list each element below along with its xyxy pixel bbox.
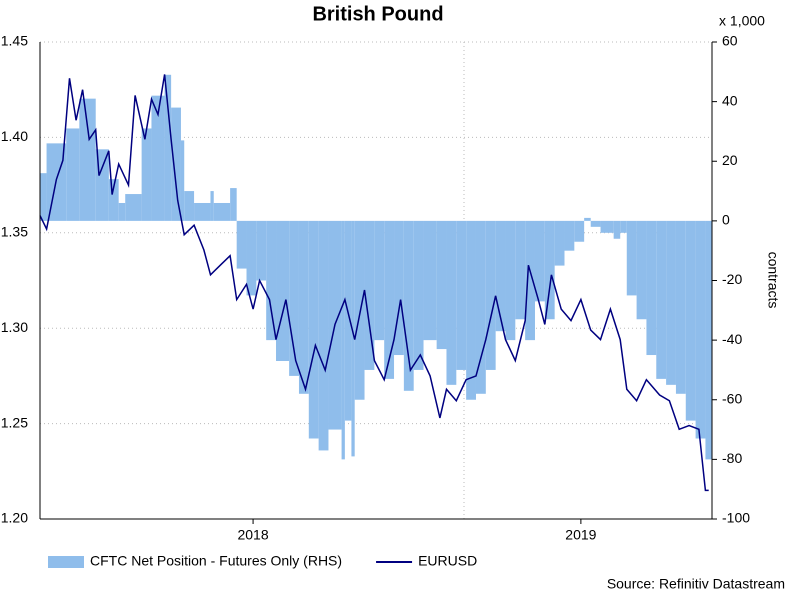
area-step [456, 220, 467, 370]
y2-tick-label: 40 [722, 92, 738, 108]
line [39, 74, 709, 492]
area-step [318, 220, 329, 451]
legend-swatch [48, 556, 84, 568]
y-tick-label: 1.40 [1, 128, 28, 144]
legend-label: EURUSD [418, 553, 477, 569]
area-step [475, 220, 486, 394]
area-step [613, 220, 621, 239]
y2-tick-label: -100 [722, 510, 750, 526]
y-tick-label: 1.35 [1, 224, 28, 240]
y2-tick-label: -40 [722, 331, 742, 347]
area-step [256, 220, 267, 281]
area-step [646, 220, 657, 356]
area-step [79, 98, 96, 221]
area-step [495, 220, 506, 332]
area-step [636, 220, 647, 320]
x-tick-label: 2019 [565, 527, 596, 543]
y-tick-label: 1.45 [1, 33, 28, 49]
area-step [151, 95, 165, 221]
area-step [125, 194, 142, 221]
area-step [246, 220, 257, 296]
area-step [544, 220, 555, 320]
area-step [40, 173, 47, 221]
y2-axis-label: contracts [765, 252, 781, 309]
area-step [626, 220, 637, 296]
area-step [675, 220, 686, 394]
area-step [344, 220, 352, 421]
area-step [656, 220, 667, 379]
y2-tick-label: 60 [722, 33, 738, 49]
area-step [413, 220, 424, 370]
area-step [590, 220, 601, 227]
area-step [289, 220, 299, 376]
area-step [384, 220, 395, 379]
area-step [194, 202, 211, 221]
legend-label: CFTC Net Position - Futures Only (RHS) [90, 553, 342, 569]
area-step [276, 220, 290, 361]
area-step [230, 188, 237, 221]
y-tick-label: 1.25 [1, 414, 28, 430]
area-step [364, 220, 375, 370]
area-step [695, 220, 706, 439]
y2-tick-label: 20 [722, 152, 738, 168]
y2-tick-label: -20 [722, 271, 742, 287]
area-step [184, 191, 195, 221]
area-step [554, 220, 565, 266]
y2-tick-label: -60 [722, 390, 742, 406]
area-step [505, 220, 516, 341]
y2-tick-label: 0 [722, 212, 730, 228]
area-step [705, 220, 712, 460]
area-step [141, 128, 152, 221]
area-step [394, 220, 404, 356]
area-step [180, 140, 185, 221]
area-step [574, 220, 585, 242]
y2-tick-label: -80 [722, 450, 742, 466]
area-step [534, 220, 545, 302]
area-step [266, 220, 277, 341]
chart-title: British Pound [312, 3, 443, 25]
area-step [466, 220, 476, 400]
area-step [171, 107, 181, 221]
area-step [685, 220, 696, 421]
area-step [118, 202, 126, 221]
area-step [666, 220, 676, 385]
y2-unit-label: x 1,000 [719, 13, 765, 29]
area-step [423, 220, 437, 341]
area-step [600, 220, 614, 233]
area-step [446, 220, 457, 385]
area-step [164, 74, 172, 221]
y-tick-label: 1.20 [1, 510, 28, 526]
area-step [341, 220, 345, 460]
area-step [564, 220, 575, 251]
y-tick-label: 1.30 [1, 319, 28, 335]
area-step [403, 220, 414, 391]
area-step [298, 220, 309, 394]
area-step [485, 220, 496, 370]
area-step [236, 220, 247, 269]
area-step [66, 128, 80, 221]
area-step [584, 217, 591, 221]
area-step [351, 220, 355, 457]
x-tick-label: 2018 [237, 527, 268, 543]
area-step [308, 220, 319, 439]
area-step [213, 202, 231, 221]
area-step [354, 220, 365, 400]
area-step [374, 220, 385, 341]
area-step [210, 191, 214, 221]
source: Source: Refinitiv Datastream [607, 576, 785, 592]
area-step [515, 220, 526, 320]
area-step [436, 220, 447, 350]
area-step [620, 220, 627, 233]
area-step [525, 220, 535, 341]
area-step [108, 179, 119, 221]
